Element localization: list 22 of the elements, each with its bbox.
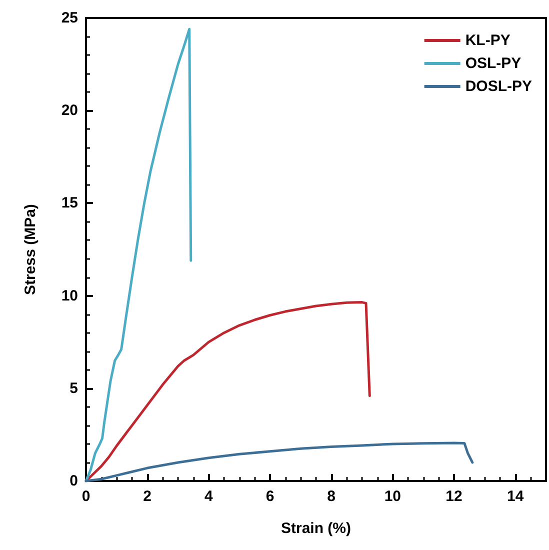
legend-label: OSL-PY	[465, 55, 522, 72]
y-tick-label: 25	[61, 10, 78, 26]
y-tick-label: 20	[61, 102, 78, 120]
x-tick-label: 10	[384, 488, 402, 505]
x-tick-label: 0	[82, 488, 90, 505]
x-tick-label: 6	[266, 488, 274, 505]
y-tick-label: 10	[61, 287, 78, 304]
legend-label: KL-PY	[465, 32, 510, 49]
x-tick-label: 12	[446, 488, 462, 505]
y-tick-label: 5	[70, 380, 78, 397]
x-tick-label: 4	[204, 488, 214, 505]
legend-label: DOSL-PY	[465, 78, 532, 95]
y-tick-label: 15	[61, 194, 78, 212]
x-tick-label: 8	[327, 488, 336, 505]
line-series	[84, 301, 371, 482]
line-series	[84, 442, 474, 482]
x-tick-label: 14	[506, 488, 524, 505]
x-tick-label: 2	[143, 488, 152, 505]
line-series	[84, 28, 192, 482]
y-axis-title: Stress (MPa)	[22, 204, 39, 295]
y-tick-label: 0	[70, 472, 78, 490]
x-axis-title: Strain (%)	[280, 520, 352, 537]
